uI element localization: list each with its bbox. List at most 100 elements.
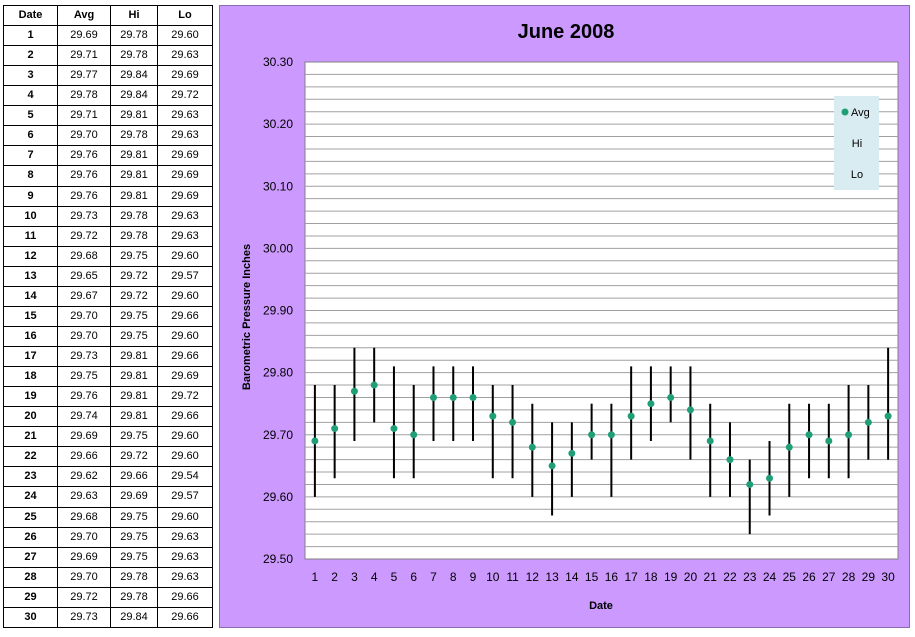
date-cell: 13 xyxy=(3,265,58,287)
date-cell: 30 xyxy=(3,606,58,629)
lo-cell: 29.60 xyxy=(157,245,213,267)
lo-cell: 29.69 xyxy=(157,366,213,388)
avg-cell: 29.65 xyxy=(57,265,111,287)
hi-cell: 29.81 xyxy=(110,185,158,207)
x-tick-label: 20 xyxy=(684,570,698,584)
date-cell: 12 xyxy=(3,245,58,267)
avg-point xyxy=(509,418,517,426)
data-table: Date Avg Hi Lo 1 29.69 29.78 29.60 2 29.71 29.… xyxy=(3,5,213,629)
x-tick-label: 6 xyxy=(410,570,417,584)
x-tick-label: 27 xyxy=(822,570,836,584)
avg-point xyxy=(785,443,793,451)
x-tick-label: 4 xyxy=(371,570,378,584)
y-tick-label: 30.30 xyxy=(263,55,293,69)
lo-cell: 29.66 xyxy=(157,345,213,368)
lo-cell: 29.66 xyxy=(157,406,213,428)
avg-cell: 29.62 xyxy=(57,466,111,488)
date-cell: 21 xyxy=(3,426,58,448)
date-cell: 1 xyxy=(3,24,58,47)
date-cell: 23 xyxy=(3,466,58,488)
hi-cell: 29.84 xyxy=(110,606,158,629)
table-row: 1 29.69 29.78 29.60 xyxy=(3,24,213,47)
date-cell: 9 xyxy=(3,185,58,207)
lo-cell: 29.63 xyxy=(157,566,213,588)
avg-point xyxy=(607,431,615,439)
x-tick-label: 16 xyxy=(605,570,619,584)
lo-cell: 29.57 xyxy=(157,265,213,287)
date-cell: 20 xyxy=(3,406,58,428)
hi-cell: 29.72 xyxy=(110,265,158,287)
date-cell: 3 xyxy=(3,65,58,87)
avg-point xyxy=(311,437,319,445)
avg-point xyxy=(805,431,813,439)
y-axis-ticks: 29.50 29.60 29.70 29.80 29.90 30.00 30.10 30.20… xyxy=(263,55,293,566)
x-tick-label: 8 xyxy=(450,570,457,584)
chart-title: June 2008 xyxy=(518,21,615,43)
x-tick-label: 29 xyxy=(862,570,876,584)
x-tick-label: 2 xyxy=(331,570,338,584)
legend-label-hi: Hi xyxy=(852,138,862,150)
avg-point xyxy=(627,412,635,420)
y-tick-label: 29.50 xyxy=(263,552,293,566)
avg-cell: 29.72 xyxy=(57,225,111,247)
hi-cell: 29.75 xyxy=(110,245,158,267)
header-avg: Avg xyxy=(57,5,111,26)
avg-point xyxy=(647,400,655,408)
avg-point xyxy=(548,462,556,470)
y-tick-label: 30.20 xyxy=(263,117,293,131)
x-tick-label: 7 xyxy=(430,570,437,584)
date-cell: 4 xyxy=(3,85,58,107)
hi-cell: 29.78 xyxy=(110,205,158,227)
date-cell: 27 xyxy=(3,546,58,568)
date-cell: 17 xyxy=(3,345,58,368)
hi-cell: 29.81 xyxy=(110,406,158,428)
table-row: 4 29.78 29.84 29.72 xyxy=(3,85,213,107)
avg-cell: 29.69 xyxy=(57,546,111,568)
table-row: 17 29.73 29.81 29.66 xyxy=(3,345,213,368)
avg-cell: 29.63 xyxy=(57,486,111,508)
lo-cell: 29.60 xyxy=(157,426,213,448)
lo-cell: 29.69 xyxy=(157,185,213,207)
hi-cell: 29.84 xyxy=(110,85,158,107)
lo-cell: 29.72 xyxy=(157,85,213,107)
avg-cell: 29.73 xyxy=(57,606,111,629)
table-row: 2 29.71 29.78 29.63 xyxy=(3,45,213,67)
x-tick-label: 14 xyxy=(565,570,579,584)
table-row: 24 29.63 29.69 29.57 xyxy=(3,486,213,508)
y-tick-label: 30.10 xyxy=(263,179,293,193)
avg-cell: 29.67 xyxy=(57,285,111,307)
legend-label-avg: Avg xyxy=(851,107,870,119)
avg-point xyxy=(667,393,675,401)
hi-cell: 29.69 xyxy=(110,486,158,508)
x-axis-title: Date xyxy=(589,600,613,612)
table-row: 19 29.76 29.81 29.72 xyxy=(3,386,213,408)
hi-cell: 29.84 xyxy=(110,65,158,87)
avg-point xyxy=(686,406,694,414)
x-tick-label: 21 xyxy=(704,570,718,584)
table-row: 9 29.76 29.81 29.69 xyxy=(3,185,213,207)
avg-point xyxy=(528,443,536,451)
table-row: 5 29.71 29.81 29.63 xyxy=(3,105,213,127)
table-row: 11 29.72 29.78 29.63 xyxy=(3,225,213,247)
x-axis-ticks: 1 2 3 4 5 6 7 8 9 10 11 12 13 14 15 16 17 18 19 20 21 22 23 24 2… xyxy=(312,570,896,584)
date-cell: 11 xyxy=(3,225,58,247)
table-row: 10 29.73 29.78 29.63 xyxy=(3,205,213,227)
lo-cell: 29.69 xyxy=(157,65,213,87)
table-row: 3 29.77 29.84 29.69 xyxy=(3,65,213,87)
y-tick-label: 29.90 xyxy=(263,304,293,318)
hi-cell: 29.75 xyxy=(110,546,158,568)
table-row: 28 29.70 29.78 29.63 xyxy=(3,566,213,588)
avg-cell: 29.68 xyxy=(57,506,111,528)
avg-point xyxy=(884,412,892,420)
hi-cell: 29.78 xyxy=(110,586,158,608)
hi-cell: 29.81 xyxy=(110,145,158,167)
lo-cell: 29.63 xyxy=(157,225,213,247)
lo-cell: 29.63 xyxy=(157,546,213,568)
avg-point xyxy=(449,393,457,401)
table-row: 30 29.73 29.84 29.66 xyxy=(3,606,213,629)
avg-cell: 29.69 xyxy=(57,426,111,448)
hi-cell: 29.72 xyxy=(110,446,158,468)
table-row: 25 29.68 29.75 29.60 xyxy=(3,506,213,528)
table-row: 23 29.62 29.66 29.54 xyxy=(3,466,213,488)
table-header-row: Date Avg Hi Lo xyxy=(3,5,213,26)
